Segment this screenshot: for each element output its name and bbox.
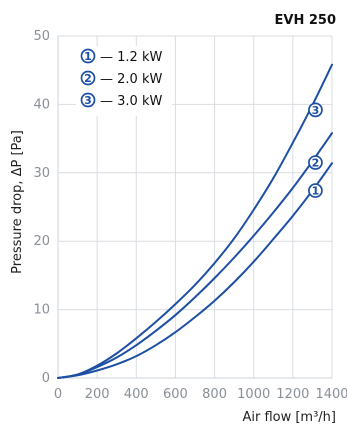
series-line-3 xyxy=(57,63,333,379)
legend-marker-circle xyxy=(80,92,96,108)
y-tick-label: 30 xyxy=(33,166,50,181)
curve-marker-2: 2 xyxy=(308,155,323,170)
curve-marker-circle xyxy=(308,102,323,118)
y-axis-title: Pressure drop, ΔP [Pa] xyxy=(10,130,25,274)
y-tick-label: 50 xyxy=(33,29,50,44)
x-tick-label: 1200 xyxy=(276,387,309,402)
series-line-2 xyxy=(57,132,333,379)
legend-text: — 3.0 kW xyxy=(100,94,162,109)
x-tick-label: 200 xyxy=(85,387,110,402)
legend-marker-circle xyxy=(80,70,96,86)
legend-marker-circle xyxy=(80,48,96,64)
legend-layer: 1 — 1.2 kW 2 — 2.0 kW 3 — 3.0 kW xyxy=(76,46,172,116)
x-tick-label: 400 xyxy=(124,387,149,402)
marker-layer: 1 2 3 xyxy=(308,102,323,198)
x-tick-label: 1000 xyxy=(237,387,270,402)
y-tick-label: 40 xyxy=(33,97,50,112)
curve-marker-label: 3 xyxy=(312,104,320,117)
x-tick-label: 0 xyxy=(54,387,62,402)
legend-marker-label: 3 xyxy=(84,94,92,107)
y-tick-label: 10 xyxy=(33,303,50,318)
legend-item-2: 2 — 2.0 kW xyxy=(80,70,162,87)
grid-layer xyxy=(57,35,333,379)
legend-item-1: 1 — 1.2 kW xyxy=(80,48,162,65)
curve-marker-circle xyxy=(308,155,323,170)
legend-text: — 1.2 kW xyxy=(100,50,162,65)
x-axis-title: Air flow [m³/h] xyxy=(242,410,336,425)
y-tick-label: 20 xyxy=(33,234,50,249)
curve-marker-1: 1 xyxy=(308,183,323,198)
legend-marker-label: 1 xyxy=(84,50,92,63)
series-layer xyxy=(57,63,333,379)
series-line-1 xyxy=(57,162,333,379)
x-tick-label: 600 xyxy=(163,387,188,402)
legend-text: — 2.0 kW xyxy=(100,72,162,87)
x-tick-label: 800 xyxy=(202,387,227,402)
curve-marker-label: 1 xyxy=(312,185,320,198)
x-tick-label: 1400 xyxy=(315,387,347,402)
chart-title: EVH 250 xyxy=(275,13,336,28)
legend-marker-label: 2 xyxy=(84,72,92,85)
y-tick-label: 0 xyxy=(42,371,50,386)
curve-marker-label: 2 xyxy=(312,157,320,170)
legend-item-3: 3 — 3.0 kW xyxy=(80,92,162,109)
curve-marker-circle xyxy=(308,183,323,198)
axis-layer: 0 200 400 600 800 1000 1200 1400 0 10 20 30 40 50 xyxy=(33,29,347,402)
curve-marker-3: 3 xyxy=(308,102,323,118)
